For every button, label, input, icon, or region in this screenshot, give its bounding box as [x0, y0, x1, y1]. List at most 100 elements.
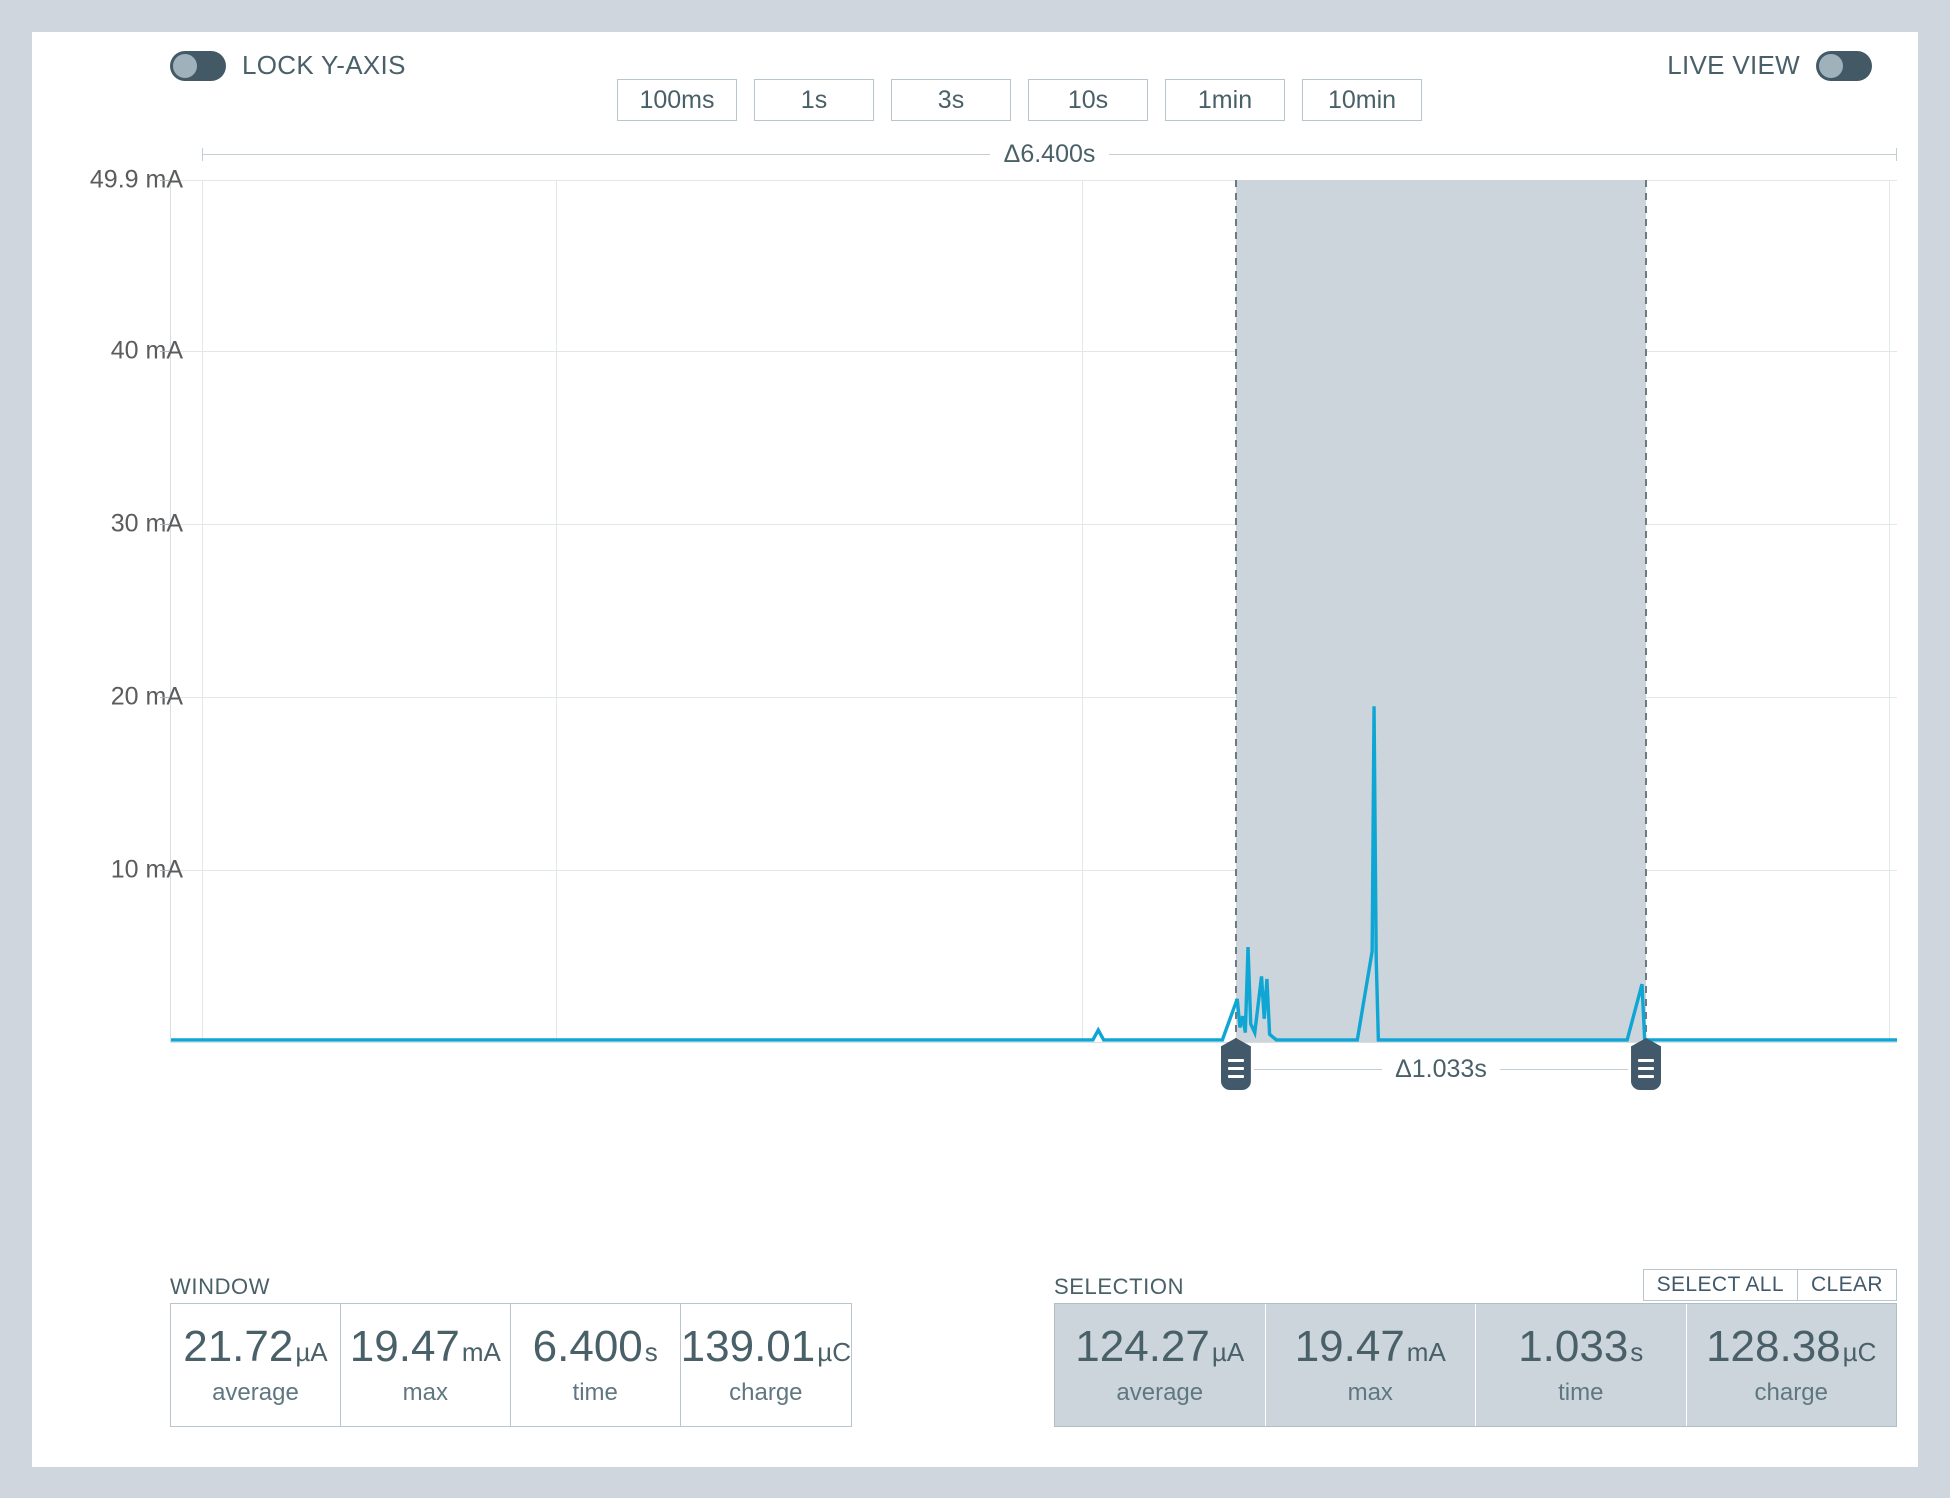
window-duration-indicator: Δ6.400s [202, 137, 1898, 171]
select-all-button[interactable]: SELECT ALL [1642, 1269, 1798, 1301]
gridline-horizontal [170, 524, 1897, 526]
stat-name: average [212, 1379, 299, 1406]
window-panel-title: WINDOW [170, 1274, 271, 1299]
selection-duration-label: Δ1.033s [1395, 1055, 1487, 1083]
stat-value: 19.47 mA [1294, 1322, 1446, 1371]
stat-unit: µC [817, 1337, 852, 1367]
stat-unit: s [644, 1337, 658, 1367]
stat-value: 139.01 µC [680, 1322, 852, 1371]
selection-panel-title: SELECTION [1054, 1274, 1185, 1299]
selection-rule-right [1499, 1069, 1629, 1070]
window-rule-left [202, 147, 990, 161]
stat-name: average [1116, 1379, 1204, 1406]
stat-value: 6.400 s [532, 1322, 658, 1371]
gridline-horizontal [170, 351, 1897, 353]
gridline-horizontal [170, 180, 1897, 181]
selection-rule-left [1253, 1069, 1383, 1070]
y-tick-label: 10 mA [110, 855, 183, 884]
live-view-switch[interactable] [1816, 50, 1872, 81]
handle-grip-icon [1227, 1067, 1244, 1070]
range-button-3s[interactable]: 3s [891, 79, 1011, 121]
window-stats-panel: WINDOW 21.72 µA average 19.47 mA max 6.400 s tim… [170, 1271, 852, 1427]
window-card-average: 21.72 µA average [171, 1304, 341, 1426]
selection-card-time: 1.033 s time [1476, 1304, 1687, 1426]
selection-handle-right[interactable] [1631, 1038, 1662, 1090]
selection-panel-header: SELECTION SELECT ALL CLEAR [1054, 1269, 1897, 1303]
stat-name: max [402, 1379, 448, 1406]
selection-card-charge: 128.38 µC charge [1687, 1304, 1897, 1426]
window-stat-cards: 21.72 µA average 19.47 mA max 6.400 s time 139.01… [170, 1303, 852, 1427]
live-view-toggle-group[interactable]: LIVE VIEW [1667, 50, 1872, 81]
selection-actions: SELECT ALL CLEAR [1642, 1269, 1897, 1301]
selection-duration-indicator: Δ1.033s [1253, 1055, 1629, 1084]
x-axis-line [170, 1042, 1897, 1043]
gridline-horizontal [170, 697, 1897, 699]
selection-card-average: 124.27 µA average [1055, 1304, 1266, 1426]
window-rule-right [1109, 147, 1898, 161]
selection-band[interactable] [1235, 180, 1647, 1043]
handle-grip-icon [1638, 1059, 1655, 1062]
gridline-vertical [202, 180, 204, 1043]
window-card-max: 19.47 mA max [341, 1304, 511, 1426]
range-button-1min[interactable]: 1min [1165, 79, 1285, 121]
y-tick-mark [160, 697, 170, 699]
y-tick-mark [160, 351, 170, 353]
selection-edge-left[interactable] [1234, 180, 1237, 1043]
handle-body [1631, 1038, 1662, 1090]
power-profiler-panel: LOCK Y-AXIS 100ms 1s 3s 10s 1min 10min LIVE V… [32, 32, 1918, 1467]
window-card-time: 6.400 s time [511, 1304, 681, 1426]
range-button-1s[interactable]: 1s [754, 79, 874, 121]
y-tick-label: 49.9 mA [89, 165, 183, 194]
current-plot[interactable] [170, 180, 1897, 1043]
handle-grip-icon [1638, 1067, 1655, 1070]
stat-value: 21.72 µA [183, 1322, 328, 1371]
stat-name: max [1347, 1379, 1393, 1406]
selection-stat-cards: 124.27 µA average 19.47 mA max 1.033 s time 128.3… [1054, 1303, 1897, 1427]
y-tick-label: 40 mA [110, 336, 183, 365]
stat-unit: µA [1211, 1337, 1245, 1367]
stat-name: charge [1754, 1379, 1828, 1406]
y-axis-line [170, 180, 171, 1043]
selection-edge-right[interactable] [1645, 180, 1648, 1043]
stat-unit: mA [1406, 1337, 1446, 1367]
y-tick-mark [160, 180, 170, 181]
toggle-knob-icon [1819, 53, 1843, 78]
current-trace [170, 180, 1897, 1043]
lock-y-axis-toggle-group[interactable]: LOCK Y-AXIS [170, 50, 406, 81]
lock-y-axis-switch[interactable] [170, 50, 226, 81]
toolbar: LOCK Y-AXIS 100ms 1s 3s 10s 1min 10min LIVE V… [32, 32, 1918, 121]
stat-unit: µC [1842, 1337, 1877, 1367]
y-tick-mark [160, 524, 170, 526]
window-duration-label: Δ6.400s [1003, 139, 1096, 168]
time-range-buttons[interactable]: 100ms 1s 3s 10s 1min 10min [617, 79, 1422, 121]
range-button-100ms[interactable]: 100ms [617, 79, 737, 121]
gridline-horizontal [170, 870, 1897, 872]
lock-y-axis-label: LOCK Y-AXIS [242, 50, 406, 80]
chart-area: 49.9 mA 40 mA 30 mA 20 mA 10 mA Δ1.033s [32, 166, 1918, 1182]
stat-value: 19.47 mA [349, 1322, 501, 1371]
stat-name: time [1558, 1379, 1604, 1406]
window-card-charge: 139.01 µC charge [681, 1304, 851, 1426]
range-button-10min[interactable]: 10min [1302, 79, 1422, 121]
handle-grip-icon [1227, 1059, 1244, 1062]
live-view-label: LIVE VIEW [1667, 50, 1800, 80]
stat-name: time [572, 1379, 618, 1406]
gridline-vertical [555, 180, 557, 1043]
stat-value: 1.033 s [1518, 1322, 1644, 1371]
stat-unit: mA [461, 1337, 501, 1367]
gridline-vertical [1888, 180, 1890, 1043]
trace-line [170, 706, 1897, 1040]
stat-unit: s [1630, 1337, 1644, 1367]
stat-name: charge [729, 1379, 803, 1406]
y-tick-mark [160, 870, 170, 872]
toggle-knob-icon [173, 53, 197, 78]
range-button-10s[interactable]: 10s [1028, 79, 1148, 121]
handle-grip-icon [1227, 1075, 1244, 1078]
selection-card-max: 19.47 mA max [1266, 1304, 1476, 1426]
selection-handle-left[interactable] [1220, 1038, 1251, 1090]
selection-handles[interactable]: Δ1.033s [170, 1038, 1897, 1108]
y-tick-label: 20 mA [110, 682, 183, 711]
stat-value: 124.27 µA [1075, 1322, 1245, 1371]
y-tick-label: 30 mA [110, 509, 183, 538]
clear-button[interactable]: CLEAR [1796, 1269, 1897, 1301]
